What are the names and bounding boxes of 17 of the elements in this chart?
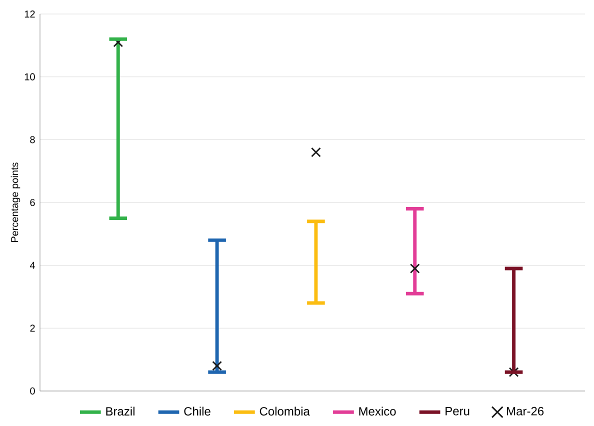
point <box>410 264 420 274</box>
legend-label: Chile <box>184 406 210 416</box>
y-tick-label: 2 <box>30 324 35 332</box>
legend-label: Brazil <box>106 406 134 416</box>
y-tick-label: 0 <box>30 387 35 395</box>
y-tick-label: 8 <box>30 136 35 144</box>
point <box>212 360 222 371</box>
y-tick-label: 10 <box>24 73 35 80</box>
y-tick-label: 4 <box>30 262 35 269</box>
y-tick-label: 12 <box>24 10 35 18</box>
y-axis-title: Percentage points <box>10 162 20 242</box>
y-tick-label: 6 <box>30 198 35 206</box>
legend-label: Mexico <box>359 406 396 416</box>
legend-label: Colombia <box>260 406 310 416</box>
legend-label: Peru <box>446 406 470 416</box>
legend-label: Mar-26 <box>507 406 544 416</box>
point <box>310 147 321 158</box>
